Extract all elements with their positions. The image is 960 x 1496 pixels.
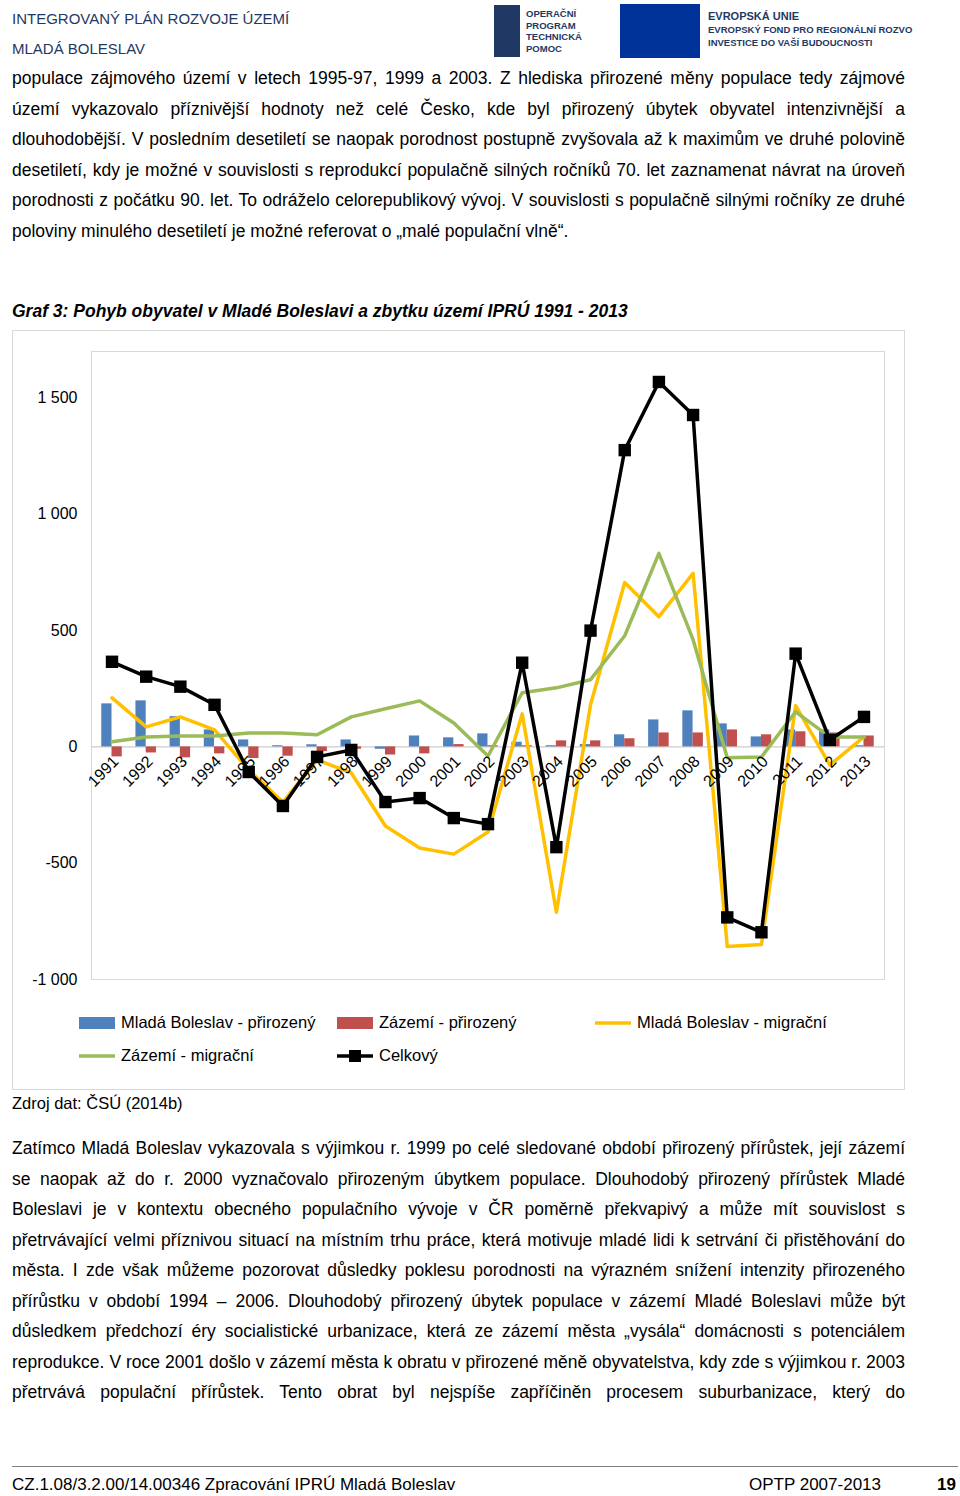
html-text:MLADÁ BOLESLAV: MLADÁ BOLESLAV [12, 40, 146, 57]
svg-text:1996: 1996 [255, 753, 292, 790]
svg-text:2013: 2013 [837, 753, 874, 790]
html-text:INVESTICE DO VAŠÍ BUDOUCNOSTI: INVESTICE DO VAŠÍ BUDOUCNOSTI [708, 37, 873, 48]
svg-text:1 000: 1 000 [37, 505, 77, 522]
html-text:Graf 3: Pohyb obyvatel v Mladé: Graf 3: Pohyb obyvatel v Mladé Boleslavi… [12, 301, 628, 321]
svg-text:2010: 2010 [734, 753, 771, 790]
svg-text:1999: 1999 [358, 753, 395, 790]
svg-text:2003: 2003 [495, 753, 532, 790]
svg-text:2009: 2009 [700, 753, 737, 790]
html-text:CZ.1.08/3.2.00/14.00346 Zpraco: CZ.1.08/3.2.00/14.00346 Zpracování IPRÚ … [12, 1475, 456, 1494]
svg-text:2002: 2002 [461, 753, 498, 790]
svg-text:1 500: 1 500 [37, 389, 77, 406]
html-text:EVROPSKÁ UNIE: EVROPSKÁ UNIE [708, 10, 800, 22]
html-text:TECHNICKÁ: TECHNICKÁ [526, 31, 582, 42]
svg-text:2012: 2012 [802, 753, 839, 790]
html-text:Mladá Boleslav - přirozený: Mladá Boleslav - přirozený [121, 1013, 316, 1031]
html-text:EVROPSKÝ FOND PRO REGIONÁLNÍ R: EVROPSKÝ FOND PRO REGIONÁLNÍ ROZVO [708, 24, 913, 35]
html-text:PROGRAM: PROGRAM [526, 19, 576, 31]
html-text:POMOC: POMOC [526, 42, 562, 54]
html-text:Zdroj dat: ČSÚ (2014b): Zdroj dat: ČSÚ (2014b) [12, 1094, 183, 1112]
svg-text:2005: 2005 [563, 753, 600, 790]
svg-text:1992: 1992 [119, 753, 156, 790]
html-text:Mladá Boleslav - migrační: Mladá Boleslav - migrační [637, 1013, 827, 1031]
svg-text:-1 000: -1 000 [32, 971, 77, 988]
svg-text:2008: 2008 [666, 753, 703, 790]
html-text:OPTP 2007-2013: OPTP 2007-2013 [749, 1475, 881, 1494]
svg-text:1991: 1991 [85, 753, 122, 790]
svg-text:1995: 1995 [221, 753, 258, 790]
svg-text:-500: -500 [45, 854, 77, 871]
html-text:populace zájmového území v let: populace zájmového území v letech 1995-9… [12, 68, 905, 241]
html-text:INTEGROVANÝ PLÁN ROZVOJE ÚZEMÍ: INTEGROVANÝ PLÁN ROZVOJE ÚZEMÍ [12, 10, 290, 27]
svg-text:1994: 1994 [187, 753, 224, 790]
html-text:Celkový: Celkový [379, 1046, 438, 1064]
svg-text:2011: 2011 [769, 753, 805, 789]
html-text:Zatímco Mladá Boleslav vykazov: Zatímco Mladá Boleslav vykazovala s výji… [12, 1138, 905, 1402]
svg-text:1997: 1997 [290, 753, 327, 790]
svg-text:0: 0 [69, 738, 78, 755]
svg-text:1993: 1993 [153, 753, 190, 790]
svg-text:2000: 2000 [392, 753, 429, 790]
html-text:OPERAČNÍ: OPERAČNÍ [526, 8, 577, 19]
svg-text:2001: 2001 [426, 753, 463, 790]
svg-text:2004: 2004 [529, 753, 566, 790]
svg-text:2006: 2006 [597, 753, 634, 790]
svg-text:500: 500 [51, 622, 78, 639]
html-text:Zázemí - přirozený: Zázemí - přirozený [379, 1013, 517, 1031]
html-text:Zázemí - migrační: Zázemí - migrační [121, 1046, 254, 1064]
svg-text:1998: 1998 [324, 753, 361, 790]
html-text:19: 19 [937, 1475, 956, 1494]
svg-text:2007: 2007 [631, 753, 668, 790]
